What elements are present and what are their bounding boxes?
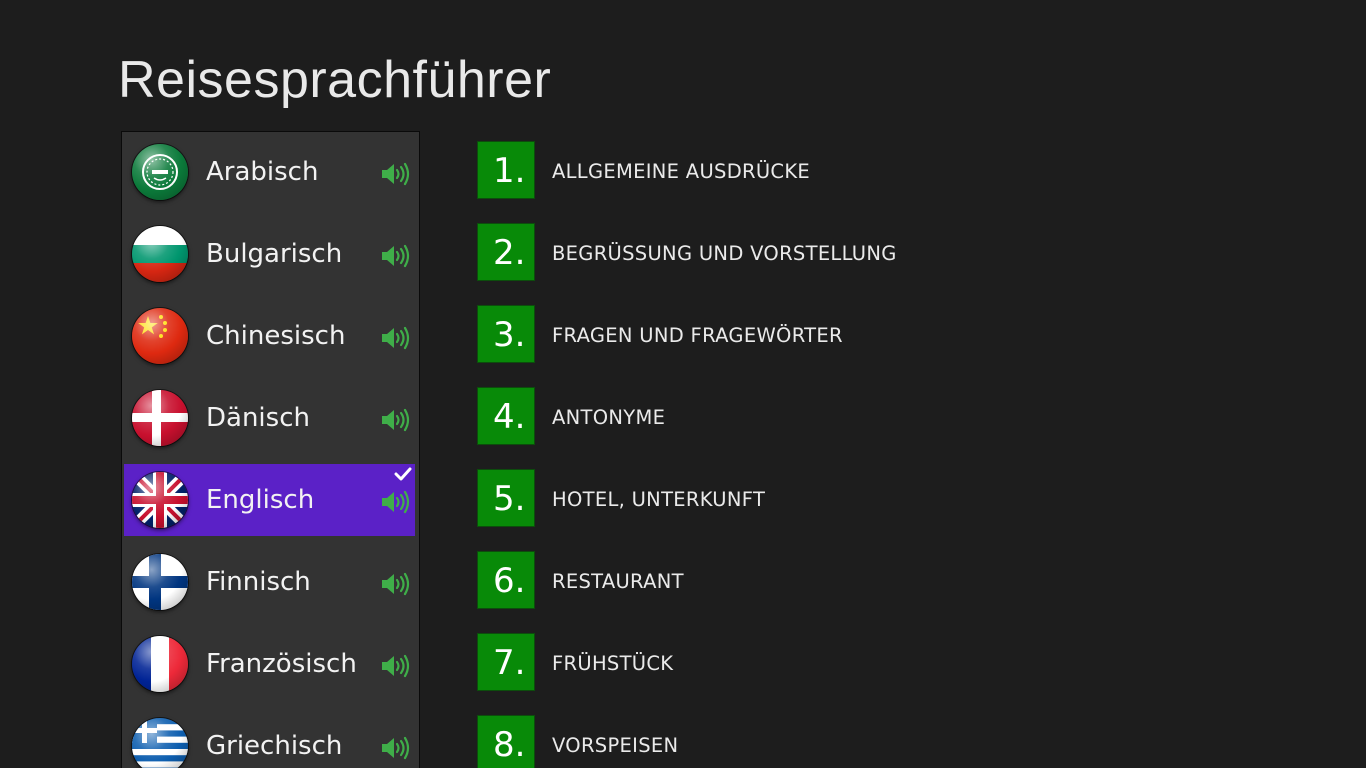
bulgaria-flag-icon [132,226,188,282]
category-item-8[interactable]: 8. VORSPEISEN [477,715,997,768]
speaker-icon[interactable] [380,408,410,432]
uk-flag-icon [132,472,188,528]
category-number-tile: 3. [477,305,535,363]
speaker-icon[interactable] [380,490,410,514]
category-label: FRÜHSTÜCK [552,652,674,675]
language-item-chinesisch[interactable]: Chinesisch [124,300,415,372]
category-item-4[interactable]: 4. ANTONYME [477,387,997,447]
language-item-franzoesisch[interactable]: Französisch [124,628,415,700]
language-list[interactable]: Arabisch Bulgarisch [121,131,420,768]
category-number-tile: 2. [477,223,535,281]
language-item-bulgarisch[interactable]: Bulgarisch [124,218,415,290]
finland-flag-icon [132,554,188,610]
page-title: Reisesprachführer [118,51,552,109]
category-label: BEGRÜSSUNG UND VORSTELLUNG [552,242,897,265]
greece-flag-icon [132,718,188,768]
france-flag-icon [132,636,188,692]
category-item-5[interactable]: 5. HOTEL, UNTERKUNFT [477,469,997,529]
checkmark-icon [394,466,412,482]
category-item-7[interactable]: 7. FRÜHSTÜCK [477,633,997,693]
china-flag-icon [132,308,188,364]
category-number-tile: 4. [477,387,535,445]
category-item-1[interactable]: 1. ALLGEMEINE AUSDRÜCKE [477,141,997,201]
language-label: Arabisch [206,157,319,187]
speaker-icon[interactable] [380,244,410,268]
language-item-griechisch[interactable]: Griechisch [124,710,415,768]
category-label: VORSPEISEN [552,734,679,757]
language-label: Chinesisch [206,321,346,351]
language-label: Französisch [206,649,357,679]
language-item-daenisch[interactable]: Dänisch [124,382,415,454]
language-item-arabisch[interactable]: Arabisch [124,136,415,208]
category-number-tile: 6. [477,551,535,609]
category-item-3[interactable]: 3. FRAGEN UND FRAGEWÖRTER [477,305,997,365]
category-number-tile: 8. [477,715,535,768]
speaker-icon[interactable] [380,572,410,596]
category-label: RESTAURANT [552,570,684,593]
arab-league-flag-icon [132,144,188,200]
category-number-tile: 5. [477,469,535,527]
category-item-2[interactable]: 2. BEGRÜSSUNG UND VORSTELLUNG [477,223,997,283]
speaker-icon[interactable] [380,654,410,678]
language-label: Finnisch [206,567,311,597]
language-item-finnisch[interactable]: Finnisch [124,546,415,618]
language-label: Dänisch [206,403,310,433]
category-number-tile: 1. [477,141,535,199]
speaker-icon[interactable] [380,162,410,186]
category-item-6[interactable]: 6. RESTAURANT [477,551,997,611]
language-label: Bulgarisch [206,239,343,269]
speaker-icon[interactable] [380,326,410,350]
category-label: FRAGEN UND FRAGEWÖRTER [552,324,843,347]
denmark-flag-icon [132,390,188,446]
category-label: HOTEL, UNTERKUNFT [552,488,766,511]
category-label: ANTONYME [552,406,666,429]
language-item-englisch[interactable]: Englisch [124,464,415,536]
category-label: ALLGEMEINE AUSDRÜCKE [552,160,811,183]
language-label: Englisch [206,485,315,515]
language-label: Griechisch [206,731,343,761]
speaker-icon[interactable] [380,736,410,760]
category-number-tile: 7. [477,633,535,691]
